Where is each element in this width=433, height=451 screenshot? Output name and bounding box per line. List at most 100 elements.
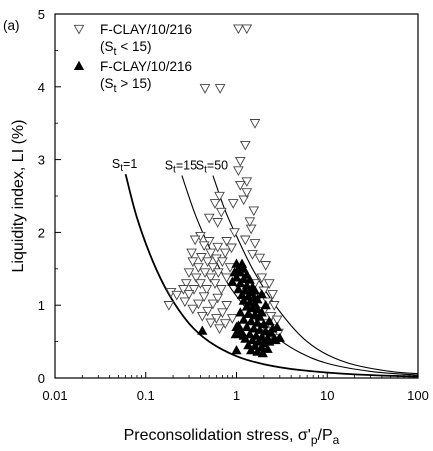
data-point-st-low xyxy=(183,268,195,278)
data-point-st-low xyxy=(190,273,202,284)
data-point-st-low xyxy=(267,290,278,300)
legend-label-suffix: > 15) xyxy=(117,76,152,91)
data-point-st-low xyxy=(212,293,224,304)
data-point-st-low xyxy=(195,279,206,289)
data-point-st-low xyxy=(221,301,233,311)
x-axis-title: Preconsolidation stress, σ'p/Pa xyxy=(124,427,340,447)
st-curve-label-value: =50 xyxy=(207,159,228,173)
data-point-st-low xyxy=(234,180,246,191)
legend-marker xyxy=(73,60,85,70)
data-point-st-low xyxy=(271,315,283,326)
data-point-st-low xyxy=(217,308,228,319)
legend-label-suffix: < 15) xyxy=(117,39,152,54)
x-axis-title-main: Preconsolidation stress, σ' xyxy=(124,427,311,444)
data-point-st-low xyxy=(205,318,217,329)
data-point-st-low xyxy=(193,263,204,273)
data-point-st-low xyxy=(212,268,224,278)
data-point-st-high xyxy=(231,321,242,332)
data-point-st-low xyxy=(249,239,261,249)
data-point-st-low xyxy=(224,263,236,273)
data-point-st-low xyxy=(187,304,199,315)
st-curve-label-sub: t xyxy=(204,165,207,176)
y-tick-label: 1 xyxy=(38,298,45,313)
data-point-st-low xyxy=(193,299,204,310)
y-tick-label: 3 xyxy=(38,153,45,168)
data-point-st-high xyxy=(235,267,246,277)
data-point-st-high xyxy=(241,301,252,311)
st-curve-label: St=15 xyxy=(165,159,197,176)
data-point-st-low xyxy=(163,301,175,311)
st-curve-label-main: S xyxy=(165,159,173,173)
legend-label-line2: (St > 15) xyxy=(100,76,151,95)
st-curve-label: St=50 xyxy=(196,159,228,176)
data-point-st-low xyxy=(189,235,201,246)
data-point-st-low xyxy=(217,257,228,268)
x-axis-ticks: 0.01 0.1 1 10 100 xyxy=(42,372,429,403)
data-point-st-high xyxy=(271,321,283,332)
data-point-st-low xyxy=(241,24,253,35)
data-point-st-high xyxy=(243,308,254,318)
x-tick-label: 10 xyxy=(320,388,334,403)
data-point-st-low xyxy=(238,195,250,206)
data-point-st-high xyxy=(238,330,249,340)
data-point-st-low xyxy=(199,84,211,94)
x-axis-title-sub1: p xyxy=(311,433,318,447)
data-point-st-high xyxy=(252,294,263,304)
data-point-st-low xyxy=(233,166,244,177)
data-point-st-low xyxy=(212,242,224,253)
data-point-st-low xyxy=(226,314,238,324)
data-point-st-low xyxy=(239,235,251,246)
legend-label-line1: F-CLAY/10/216 xyxy=(100,22,192,37)
data-point-st-high xyxy=(233,283,244,294)
data-point-st-low xyxy=(209,199,221,209)
data-point-st-low xyxy=(227,199,239,209)
st-curve-label-sub: t xyxy=(173,165,176,176)
st-curve-label-value: =15 xyxy=(176,159,197,173)
data-point-st-low xyxy=(219,319,231,329)
st-curve-label-value: =1 xyxy=(123,157,137,171)
data-point-st-low xyxy=(209,279,221,289)
data-point-st-high xyxy=(238,295,249,305)
y-axis-title: Liquidity index, LI (%) xyxy=(10,120,27,273)
data-point-st-low xyxy=(186,248,197,259)
data-point-st-low xyxy=(187,257,199,268)
data-point-st-high xyxy=(262,343,273,353)
data-point-st-high xyxy=(260,299,271,310)
st-curve-label-main: S xyxy=(196,159,204,173)
data-point-st-low xyxy=(256,273,268,284)
data-point-st-low xyxy=(214,84,226,94)
data-point-st-high xyxy=(252,317,263,327)
x-tick-label: 100 xyxy=(407,388,429,403)
data-point-st-low xyxy=(178,285,189,295)
data-point-st-high xyxy=(274,332,285,342)
data-point-st-low xyxy=(179,297,191,308)
data-point-st-high xyxy=(241,321,252,332)
data-point-st-high xyxy=(231,345,242,355)
data-point-st-high xyxy=(197,325,208,335)
data-point-st-low xyxy=(247,250,258,260)
data-point-st-low xyxy=(198,292,210,303)
data-point-st-low xyxy=(207,263,219,273)
data-point-st-high xyxy=(245,345,257,355)
data-point-st-low xyxy=(202,306,213,317)
data-point-st-high xyxy=(257,347,268,358)
legend: F-CLAY/10/216(St < 15)F-CLAY/10/216(St >… xyxy=(73,22,192,95)
data-point-st-high xyxy=(256,307,267,317)
data-point-st-low xyxy=(221,237,233,247)
y-tick-label: 4 xyxy=(38,80,45,95)
data-point-st-low xyxy=(196,311,208,322)
legend-label-prefix: (S xyxy=(100,39,114,54)
data-point-st-high xyxy=(260,326,271,336)
data-point-st-high xyxy=(254,324,265,334)
data-point-st-low xyxy=(245,224,257,235)
st-curve-label: St=1 xyxy=(112,157,137,174)
legend-label-sub: t xyxy=(114,46,117,58)
data-point-st-high xyxy=(248,323,259,333)
st-curve-label-main: S xyxy=(112,157,120,171)
data-point-st-low xyxy=(171,290,183,301)
legend-marker xyxy=(73,24,85,35)
data-point-st-low xyxy=(221,273,233,284)
data-point-st-low xyxy=(199,268,211,278)
